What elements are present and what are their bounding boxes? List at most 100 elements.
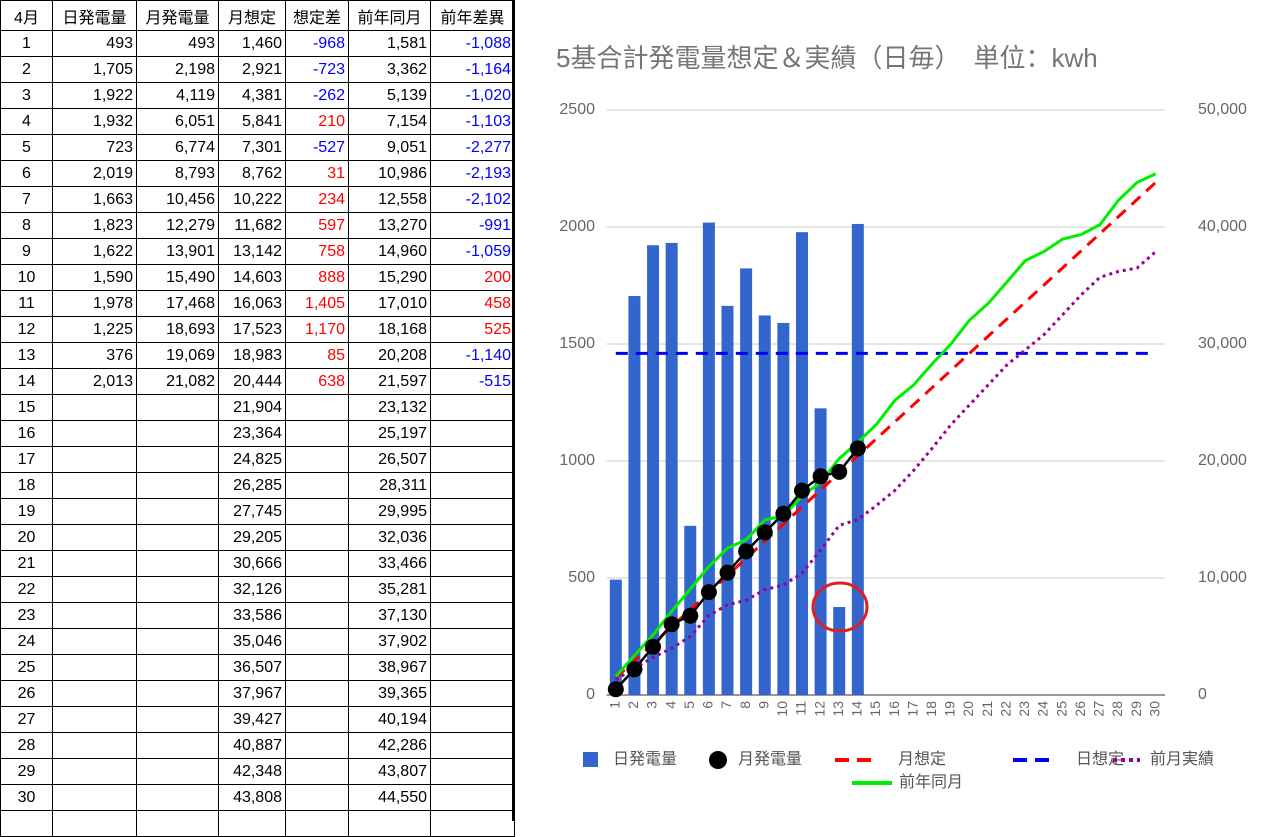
cell[interactable] xyxy=(52,498,137,525)
cell[interactable]: 42,286 xyxy=(348,732,431,759)
cell[interactable] xyxy=(430,576,515,603)
cell[interactable]: 43,807 xyxy=(348,758,431,785)
cell[interactable]: 14,603 xyxy=(218,264,286,291)
cell[interactable]: 10,986 xyxy=(348,160,431,187)
cell[interactable] xyxy=(285,758,349,785)
cell[interactable]: 17,468 xyxy=(136,290,219,317)
cell[interactable] xyxy=(52,758,137,785)
cell[interactable]: -515 xyxy=(430,368,515,395)
cell[interactable] xyxy=(285,810,349,837)
cell[interactable]: 1 xyxy=(0,30,53,57)
cell[interactable]: 5,139 xyxy=(348,82,431,109)
cell[interactable]: -1,059 xyxy=(430,238,515,265)
cell[interactable]: 234 xyxy=(285,186,349,213)
cell[interactable]: 7,154 xyxy=(348,108,431,135)
cell[interactable]: 37,130 xyxy=(348,602,431,629)
cell[interactable] xyxy=(52,810,137,837)
cell[interactable] xyxy=(52,654,137,681)
cell[interactable]: -723 xyxy=(285,56,349,83)
cell[interactable]: -2,193 xyxy=(430,160,515,187)
cell[interactable] xyxy=(285,550,349,577)
cell[interactable]: 20 xyxy=(0,524,53,551)
cell[interactable]: 24 xyxy=(0,628,53,655)
cell[interactable]: 36,507 xyxy=(218,654,286,681)
cell[interactable]: 1,922 xyxy=(52,82,137,109)
cell[interactable] xyxy=(52,420,137,447)
header-cell[interactable]: 月発電量 xyxy=(136,0,219,31)
cell[interactable]: 6,051 xyxy=(136,108,219,135)
cell[interactable]: 40,887 xyxy=(218,732,286,759)
cell[interactable]: 33,466 xyxy=(348,550,431,577)
cell[interactable]: 29,995 xyxy=(348,498,431,525)
cell[interactable]: -1,164 xyxy=(430,56,515,83)
cell[interactable]: 758 xyxy=(285,238,349,265)
cell[interactable]: 7 xyxy=(0,186,53,213)
cell[interactable] xyxy=(136,472,219,499)
cell[interactable] xyxy=(52,550,137,577)
cell[interactable]: 13,270 xyxy=(348,212,431,239)
cell[interactable]: 5,841 xyxy=(218,108,286,135)
cell[interactable]: 8,762 xyxy=(218,160,286,187)
cell[interactable] xyxy=(52,732,137,759)
cell[interactable]: 43,808 xyxy=(218,784,286,811)
cell[interactable]: 25 xyxy=(0,654,53,681)
cell[interactable]: 1,932 xyxy=(52,108,137,135)
cell[interactable] xyxy=(136,784,219,811)
cell[interactable]: 3 xyxy=(0,82,53,109)
cell[interactable]: -991 xyxy=(430,212,515,239)
cell[interactable] xyxy=(430,394,515,421)
cell[interactable]: 17,523 xyxy=(218,316,286,343)
cell[interactable] xyxy=(52,576,137,603)
cell[interactable]: 26,507 xyxy=(348,446,431,473)
cell[interactable]: 26 xyxy=(0,680,53,707)
cell[interactable]: 32,036 xyxy=(348,524,431,551)
cell[interactable]: 29,205 xyxy=(218,524,286,551)
cell[interactable] xyxy=(430,680,515,707)
cell[interactable]: 1,170 xyxy=(285,316,349,343)
cell[interactable]: 8 xyxy=(0,212,53,239)
cell[interactable]: 30 xyxy=(0,784,53,811)
cell[interactable] xyxy=(430,758,515,785)
cell[interactable]: 13 xyxy=(0,342,53,369)
cell[interactable] xyxy=(136,420,219,447)
cell[interactable] xyxy=(430,654,515,681)
cell[interactable]: 3,362 xyxy=(348,56,431,83)
cell[interactable]: 2,019 xyxy=(52,160,137,187)
cell[interactable]: 13,901 xyxy=(136,238,219,265)
cell[interactable] xyxy=(430,524,515,551)
cell[interactable]: 23,132 xyxy=(348,394,431,421)
cell[interactable]: 22 xyxy=(0,576,53,603)
cell[interactable]: 11 xyxy=(0,290,53,317)
cell[interactable]: -527 xyxy=(285,134,349,161)
cell[interactable]: 20,208 xyxy=(348,342,431,369)
cell[interactable] xyxy=(285,576,349,603)
cell[interactable] xyxy=(430,602,515,629)
cell[interactable]: -968 xyxy=(285,30,349,57)
header-cell[interactable]: 前年差異 xyxy=(430,0,515,31)
cell[interactable] xyxy=(285,420,349,447)
cell[interactable]: 28 xyxy=(0,732,53,759)
cell[interactable]: 200 xyxy=(430,264,515,291)
cell[interactable] xyxy=(52,602,137,629)
cell[interactable] xyxy=(52,628,137,655)
cell[interactable] xyxy=(136,758,219,785)
cell[interactable] xyxy=(430,550,515,577)
cell[interactable] xyxy=(285,446,349,473)
cell[interactable]: 27,745 xyxy=(218,498,286,525)
cell[interactable]: 2,921 xyxy=(218,56,286,83)
cell[interactable] xyxy=(285,706,349,733)
cell[interactable]: 15,490 xyxy=(136,264,219,291)
cell[interactable] xyxy=(218,810,286,837)
cell[interactable] xyxy=(136,394,219,421)
cell[interactable]: 4 xyxy=(0,108,53,135)
cell[interactable]: 18,693 xyxy=(136,316,219,343)
cell[interactable]: 723 xyxy=(52,134,137,161)
cell[interactable]: 7,301 xyxy=(218,134,286,161)
cell[interactable] xyxy=(430,498,515,525)
cell[interactable]: 37,902 xyxy=(348,628,431,655)
cell[interactable]: 28,311 xyxy=(348,472,431,499)
cell[interactable]: 27 xyxy=(0,706,53,733)
cell[interactable]: 210 xyxy=(285,108,349,135)
cell[interactable] xyxy=(136,576,219,603)
cell[interactable] xyxy=(52,706,137,733)
